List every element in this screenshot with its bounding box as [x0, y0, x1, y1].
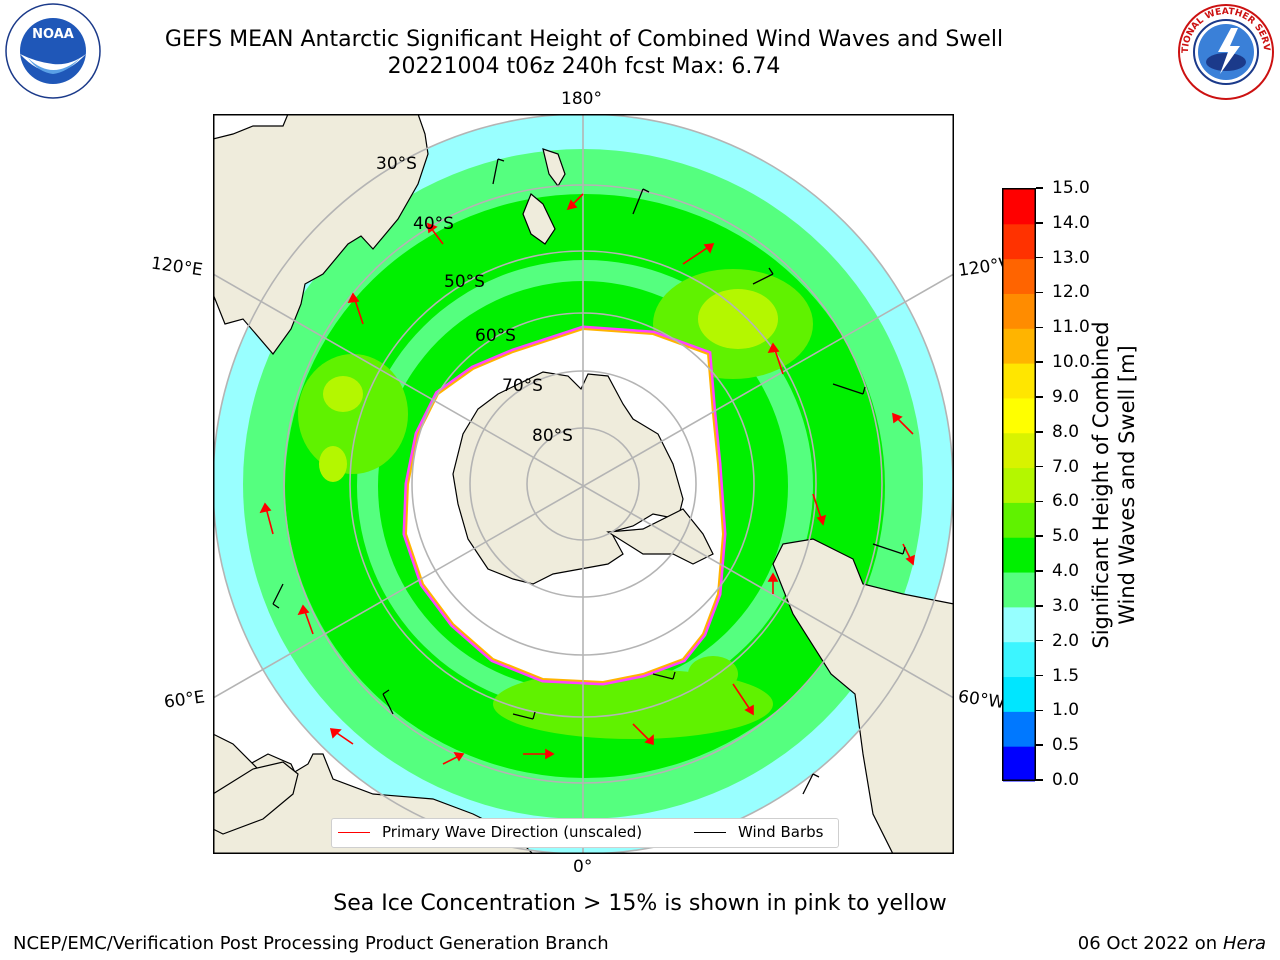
colorbar-bin: [1003, 258, 1035, 294]
lon-label-top: 180°: [561, 89, 602, 109]
wind-barbs: [272, 158, 906, 795]
colorbar-label: Significant Height of Combined Wind Wave…: [1089, 321, 1139, 649]
lat-label-70s: 70°S: [502, 376, 543, 396]
lat-label-40s: 40°S: [413, 214, 454, 234]
colorbar-tick-mark: [1036, 291, 1043, 294]
noaa-logo-text: NOAA: [32, 27, 74, 42]
lon-label-left-lower: 60°E: [162, 687, 207, 713]
colorbar-tick-label: 10.0: [1052, 352, 1090, 373]
madagascar: [213, 761, 299, 835]
lon-label-bottom: 0°: [573, 857, 593, 877]
colorbar-tick-label: 1.5: [1052, 665, 1080, 686]
lat-label-50s: 50°S: [444, 272, 485, 292]
footer-machine: Hera: [1222, 933, 1266, 954]
colorbar-tick-label: 11.0: [1052, 317, 1090, 338]
legend-red-line-icon: [338, 832, 370, 833]
footer-date-text: 06 Oct 2022 on: [1077, 933, 1223, 954]
colorbar-bin: [1003, 223, 1035, 260]
colorbar-bin: [1003, 328, 1035, 364]
colorbar-tick-mark: [1036, 639, 1043, 642]
map-title: GEFS MEAN Antarctic Significant Height o…: [164, 27, 1004, 52]
colorbar-tick-label: 12.0: [1052, 282, 1090, 303]
map-legend: Primary Wave Direction (unscaled) Wind B…: [331, 818, 839, 848]
lon-label-left-upper: 120°E: [149, 253, 204, 281]
colorbar-bin: [1003, 572, 1035, 608]
colorbar-bin: [1003, 467, 1035, 503]
colorbar-tick-mark: [1036, 779, 1043, 781]
colorbar-tick-mark: [1036, 570, 1043, 572]
colorbar-bin: [1003, 537, 1035, 573]
footer-credit: NCEP/EMC/Verification Post Processing Pr…: [13, 933, 609, 954]
colorbar-tick-label: 0.5: [1052, 735, 1080, 756]
wave-arrows: [259, 193, 915, 765]
legend-item-primary-wave: Primary Wave Direction (unscaled): [338, 823, 642, 841]
colorbar-tick-label: 8.0: [1052, 421, 1080, 442]
colorbar-tick-mark: [1036, 396, 1043, 398]
legend-label-wind-barbs: Wind Barbs: [738, 823, 824, 841]
footer-date: 06 Oct 2022 on Hera: [1078, 933, 1266, 954]
colorbar-tick-label: 5.0: [1052, 526, 1080, 547]
nws-logo: NATIONAL WEATHER SERVICE: [1176, 2, 1274, 100]
legend-label-primary-wave: Primary Wave Direction (unscaled): [382, 823, 643, 841]
noaa-logo: NOAA: [5, 3, 101, 99]
colorbar-bin: [1003, 502, 1035, 538]
colorbar-tick-mark: [1036, 187, 1043, 189]
colorbar-bin: [1003, 293, 1035, 329]
colorbar: [1002, 188, 1036, 782]
lat-label-30s: 30°S: [376, 154, 417, 174]
lat-label-80s: 80°S: [532, 426, 573, 446]
lon-label-right-lower: 60°W: [956, 686, 1007, 714]
colorbar-tick-mark: [1036, 500, 1043, 503]
colorbar-bin: [1003, 189, 1035, 225]
legend-item-wind-barbs: Wind Barbs: [694, 823, 823, 841]
polar-map: 30°S 40°S 50°S 60°S 70°S 80°S: [213, 114, 954, 854]
colorbar-tick-label: 9.0: [1052, 386, 1080, 407]
colorbar-tick-label: 1.0: [1052, 700, 1080, 721]
colorbar-tick-mark: [1036, 709, 1043, 712]
colorbar-tick-mark: [1036, 674, 1043, 677]
colorbar-bin: [1003, 676, 1035, 712]
colorbar-tick-label: 4.0: [1052, 561, 1080, 582]
colorbar-tick-mark: [1036, 256, 1043, 259]
colorbar-bin: [1003, 397, 1035, 434]
sea-ice-note: Sea Ice Concentration > 15% is shown in …: [333, 891, 947, 916]
colorbar-bin: [1003, 641, 1035, 678]
colorbar-tick-mark: [1036, 222, 1043, 224]
colorbar-tick-label: 0.0: [1052, 770, 1080, 790]
colorbar-ticks: 0.0 0.5 1.0 1.5 2.0 3.0 4.0 5.0 6.0 7.0 8.0 9.0 10.0…: [1036, 178, 1116, 790]
colorbar-tick-mark: [1036, 744, 1043, 746]
colorbar-bin: [1003, 746, 1035, 782]
colorbar-tick-label: 7.0: [1052, 456, 1080, 477]
colorbar-tick-mark: [1036, 326, 1043, 329]
lat-label-60s: 60°S: [475, 326, 516, 346]
colorbar-tick-mark: [1036, 535, 1043, 537]
colorbar-bin: [1003, 606, 1035, 643]
colorbar-tick-mark: [1036, 605, 1043, 607]
colorbar-tick-label: 6.0: [1052, 491, 1080, 512]
colorbar-tick-label: 15.0: [1052, 178, 1090, 198]
colorbar-tick-label: 13.0: [1052, 247, 1090, 268]
legend-black-line-icon: [694, 832, 726, 833]
colorbar-tick-label: 3.0: [1052, 595, 1080, 616]
colorbar-tick-mark: [1036, 465, 1043, 468]
colorbar-tick-label: 14.0: [1052, 212, 1090, 233]
map-subtitle: 20221004 t06z 240h fcst Max: 6.74: [387, 54, 781, 79]
colorbar-tick-label: 2.0: [1052, 630, 1080, 651]
colorbar-tick-mark: [1036, 361, 1043, 363]
colorbar-bin: [1003, 711, 1035, 747]
colorbar-bin: [1003, 432, 1035, 469]
colorbar-tick-mark: [1036, 431, 1043, 433]
colorbar-bin: [1003, 363, 1035, 399]
